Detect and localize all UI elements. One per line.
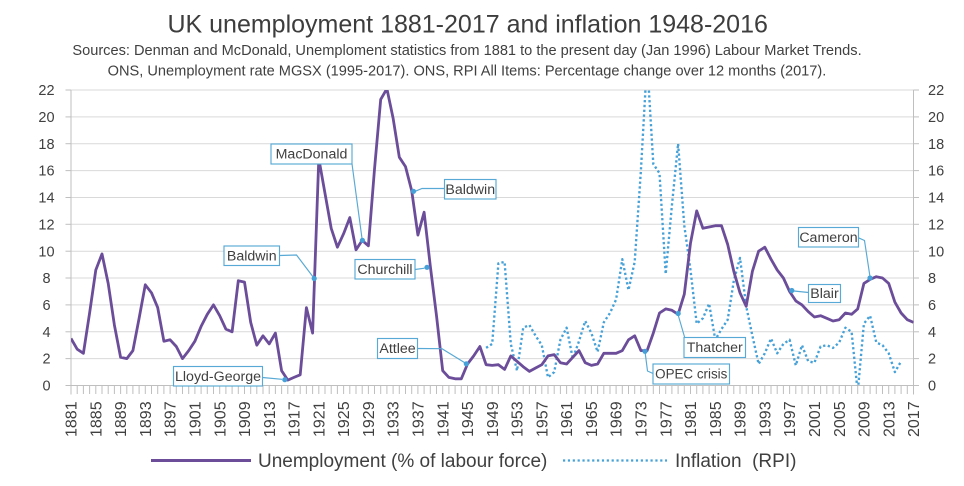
svg-text:8: 8 [928,271,936,287]
svg-text:22: 22 [38,83,54,99]
svg-text:1881: 1881 [64,401,81,437]
svg-text:14: 14 [38,191,54,207]
svg-text:1937: 1937 [411,401,428,437]
svg-text:UK unemployment 1881-2017 and: UK unemployment 1881-2017 and inflation … [167,11,767,39]
svg-text:Thatcher: Thatcher [687,340,743,356]
svg-text:1885: 1885 [88,401,105,437]
svg-text:12: 12 [928,217,944,233]
svg-text:16: 16 [928,164,944,180]
svg-text:1901: 1901 [188,401,205,437]
svg-text:1925: 1925 [336,401,353,437]
svg-text:1917: 1917 [287,401,304,437]
svg-text:4: 4 [42,325,50,341]
svg-text:1913: 1913 [262,401,279,437]
svg-text:2009: 2009 [857,401,874,437]
svg-text:12: 12 [38,217,54,233]
svg-text:Baldwin: Baldwin [445,182,495,198]
svg-text:Blair: Blair [810,286,839,302]
svg-text:2017: 2017 [906,401,923,437]
svg-text:Sources: Denman and McDonald,: Sources: Denman and McDonald, Unemplomen… [72,43,861,59]
svg-text:1921: 1921 [311,401,328,437]
svg-text:1953: 1953 [510,401,527,437]
svg-text:Churchill: Churchill [357,262,412,278]
svg-text:ONS, Unemployment rate MGSX (1: ONS, Unemployment rate MGSX (1995-2017).… [108,64,827,80]
svg-text:2001: 2001 [807,401,824,437]
svg-text:1905: 1905 [212,401,229,437]
svg-text:8: 8 [42,271,50,287]
svg-text:OPEC crisis: OPEC crisis [655,366,727,381]
svg-text:16: 16 [38,164,54,180]
svg-text:Cameron: Cameron [799,230,857,246]
svg-text:1909: 1909 [237,401,254,437]
svg-text:0: 0 [928,379,936,395]
svg-text:2: 2 [42,352,50,368]
svg-text:1997: 1997 [782,401,799,437]
svg-text:1897: 1897 [163,401,180,437]
svg-text:14: 14 [928,191,944,207]
svg-text:1969: 1969 [609,401,626,437]
svg-text:1889: 1889 [113,401,130,437]
svg-text:2005: 2005 [832,401,849,437]
svg-text:1957: 1957 [534,401,551,437]
svg-text:1981: 1981 [683,401,700,437]
svg-text:2013: 2013 [881,401,898,437]
svg-text:Baldwin: Baldwin [227,248,277,264]
svg-text:Attlee: Attlee [379,341,415,357]
svg-text:6: 6 [928,298,936,314]
svg-text:10: 10 [928,244,944,260]
svg-text:1993: 1993 [757,401,774,437]
svg-text:Unemployment (% of labour forc: Unemployment (% of labour force) [258,451,547,472]
svg-text:1985: 1985 [708,401,725,437]
svg-text:2: 2 [928,352,936,368]
svg-text:18: 18 [928,137,944,153]
svg-text:1949: 1949 [485,401,502,437]
svg-text:6: 6 [42,298,50,314]
svg-text:MacDonald: MacDonald [276,147,348,163]
svg-text:22: 22 [928,83,944,99]
svg-text:Lloyd-George: Lloyd-George [175,369,261,385]
svg-text:Inflation (RPI): Inflation (RPI) [675,451,796,472]
svg-text:20: 20 [38,110,54,126]
svg-text:1961: 1961 [559,401,576,437]
svg-text:1893: 1893 [138,401,155,437]
svg-text:1973: 1973 [634,401,651,437]
svg-text:1941: 1941 [435,401,452,437]
svg-text:18: 18 [38,137,54,153]
svg-text:10: 10 [38,244,54,260]
svg-text:4: 4 [928,325,936,341]
svg-text:0: 0 [42,379,50,395]
svg-text:1989: 1989 [733,401,750,437]
svg-text:1965: 1965 [584,401,601,437]
svg-text:1945: 1945 [460,401,477,437]
svg-text:1977: 1977 [658,401,675,437]
svg-text:1933: 1933 [386,401,403,437]
svg-text:1929: 1929 [361,401,378,437]
svg-text:20: 20 [928,110,944,126]
